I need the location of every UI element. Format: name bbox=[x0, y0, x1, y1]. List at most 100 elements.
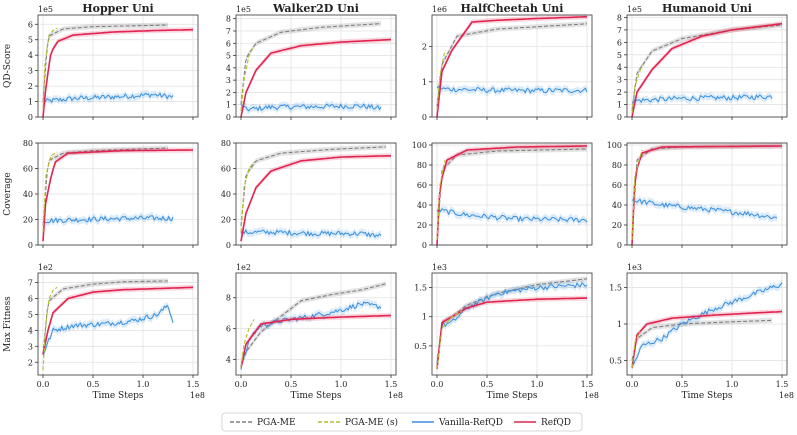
y-tick-label: 2 bbox=[28, 82, 33, 91]
series-line-ref bbox=[631, 22, 783, 118]
y-tick-label: 5 bbox=[28, 310, 33, 319]
x-multiplier-label: 1e8 bbox=[388, 391, 403, 400]
y-tick-label: 4 bbox=[28, 51, 33, 60]
series-line-van bbox=[240, 229, 382, 238]
y-tick-label: 1 bbox=[422, 313, 427, 322]
series-band-pga bbox=[632, 143, 782, 243]
panel-title: HalfCheetah Uni bbox=[461, 2, 564, 15]
y-tick-label: 3 bbox=[226, 76, 231, 85]
y-tick-label: 4 bbox=[226, 64, 231, 73]
series-band-van bbox=[437, 279, 587, 367]
y-tick-label: 7 bbox=[226, 27, 231, 36]
row-label: QD-Score bbox=[3, 44, 13, 88]
y-tick-label: 0 bbox=[617, 241, 622, 250]
panel-title: Walker2D Uni bbox=[272, 2, 359, 15]
panel-1-0: 0 20 40 60 80 bbox=[23, 139, 199, 250]
y-tick-label: 100 bbox=[412, 141, 427, 150]
panel-frame bbox=[626, 142, 788, 246]
y-tick-label: 20 bbox=[417, 221, 427, 230]
series-line-ref bbox=[240, 314, 392, 368]
y-tick-label: 80 bbox=[23, 139, 33, 148]
y-multiplier-label: 1e6 bbox=[432, 5, 447, 14]
series-line-pga bbox=[436, 148, 588, 241]
y-tick-label: 40 bbox=[612, 201, 622, 210]
series-line-van bbox=[240, 103, 382, 112]
series-band-ref bbox=[241, 312, 391, 370]
panel-frame bbox=[235, 14, 397, 118]
row-label: Coverage bbox=[3, 172, 13, 215]
series-line-van bbox=[42, 304, 174, 356]
series-line-van bbox=[436, 85, 588, 94]
y-multiplier-label: 1e2 bbox=[236, 263, 251, 272]
series-line-pgas bbox=[42, 286, 58, 371]
series-line-ref bbox=[436, 145, 587, 246]
series-line-ref bbox=[42, 286, 194, 355]
series-line-ref bbox=[240, 155, 391, 242]
series-line-pga bbox=[42, 147, 169, 226]
legend-label: Vanilla-RefQD bbox=[438, 418, 503, 428]
series-band-van bbox=[632, 91, 772, 107]
series-line-pgas bbox=[436, 159, 446, 241]
panel-0-0: 0 1 2 3 4 5 6 1e5 Hopper Uni bbox=[28, 2, 199, 122]
series-line-pgas bbox=[240, 45, 255, 111]
y-tick-label: 0 bbox=[226, 241, 231, 250]
y-multiplier-label: 1e5 bbox=[627, 5, 642, 14]
series-line-pga bbox=[240, 283, 387, 368]
series-line-pgas bbox=[42, 27, 58, 110]
y-tick-label: 4 bbox=[617, 63, 622, 72]
y-tick-label: 1 bbox=[28, 98, 33, 107]
series-line-pga bbox=[240, 146, 387, 226]
x-tick-label: 0.5 bbox=[285, 380, 298, 389]
series-line-van bbox=[42, 92, 174, 103]
y-tick-label: 20 bbox=[23, 216, 33, 225]
y-tick-label: 20 bbox=[612, 221, 622, 230]
y-tick-label: 80 bbox=[417, 161, 427, 170]
x-tick-label: 1.0 bbox=[335, 380, 348, 389]
series-line-pga bbox=[631, 319, 772, 361]
y-tick-label: 80 bbox=[612, 161, 622, 170]
panel-2-2: 0.5 1 1.5 1e3 0.0 0.5 1.0 1.5 Time Steps 1e8 bbox=[414, 263, 599, 401]
x-multiplier-label: 1e8 bbox=[584, 391, 599, 400]
x-tick-label: 1.5 bbox=[385, 380, 398, 389]
series-band-pga bbox=[43, 22, 168, 105]
y-tick-label: 4 bbox=[28, 326, 33, 335]
x-tick-label: 0.0 bbox=[37, 380, 50, 389]
series-line-pgas bbox=[42, 151, 58, 233]
y-multiplier-label: 1e5 bbox=[38, 5, 53, 14]
y-tick-label: 4 bbox=[226, 356, 231, 365]
x-axis-label: Time Steps bbox=[290, 391, 341, 401]
series-line-pga bbox=[436, 278, 588, 364]
x-tick-label: 1.5 bbox=[187, 380, 200, 389]
series-band-van bbox=[43, 301, 173, 359]
series-band-pga bbox=[437, 21, 587, 110]
series-band-pga bbox=[437, 146, 587, 243]
panel-frame bbox=[37, 272, 199, 376]
panel-1-3: 0 20 40 60 80 100 bbox=[607, 141, 788, 250]
panel-frame bbox=[37, 14, 199, 118]
series-line-van bbox=[631, 198, 778, 220]
series-line-pga bbox=[240, 23, 382, 105]
y-tick-label: 40 bbox=[221, 190, 231, 199]
y-tick-label: 100 bbox=[607, 141, 622, 150]
y-tick-label: 80 bbox=[221, 139, 231, 148]
series-band-ref bbox=[437, 295, 587, 372]
series-line-pga bbox=[631, 145, 782, 241]
x-tick-label: 0.0 bbox=[431, 380, 444, 389]
y-tick-label: 6 bbox=[226, 39, 231, 48]
y-tick-label: 0 bbox=[422, 113, 427, 122]
y-tick-label: 20 bbox=[221, 216, 231, 225]
y-tick-label: 1.5 bbox=[609, 284, 622, 293]
panel-title: Hopper Uni bbox=[82, 2, 154, 15]
x-axis-label: Time Steps bbox=[92, 391, 143, 401]
series-line-pgas bbox=[631, 64, 643, 114]
panel-frame bbox=[431, 272, 593, 376]
panel-frame bbox=[626, 14, 788, 118]
series-band-van bbox=[632, 279, 782, 370]
panel-title: Humanoid Uni bbox=[662, 2, 752, 15]
x-multiplier-label: 1e8 bbox=[779, 391, 794, 400]
y-tick-label: 0.5 bbox=[414, 342, 427, 351]
series-line-pgas bbox=[631, 149, 643, 241]
y-tick-label: 8 bbox=[226, 15, 231, 24]
y-tick-label: 6 bbox=[28, 20, 33, 29]
panel-2-3: 0.5 1 1.5 1e3 0.0 0.5 1.0 1.5 Time Steps 1e8 bbox=[609, 263, 794, 401]
